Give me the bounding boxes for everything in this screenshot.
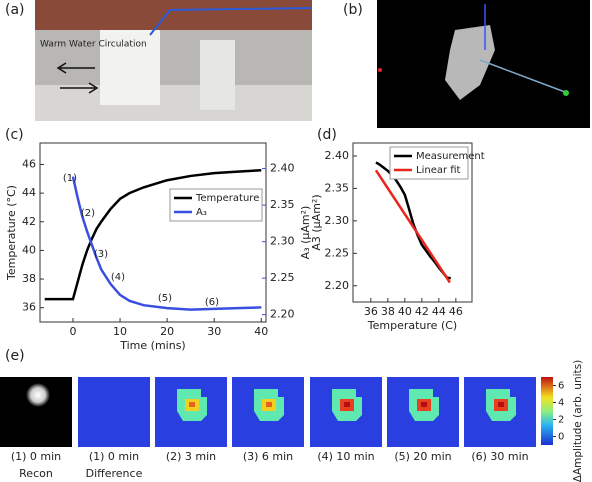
panel-label: (e): [5, 348, 25, 364]
series-line: [374, 169, 451, 284]
colorbar-tick-label: 2: [558, 415, 564, 426]
panel-label: (a): [5, 2, 25, 18]
blob-core: [344, 402, 350, 407]
y-axis-label: Temperature (°C): [5, 185, 18, 281]
y2-tick-label: 2.20: [270, 308, 295, 321]
y2-tick-label: 2.40: [270, 162, 295, 175]
x-axis-label: Time (mins): [119, 339, 185, 352]
x-tick-label: 44: [432, 305, 446, 318]
y2-axis-label: A₃ (μAm²): [299, 206, 312, 260]
x-tick-label: 46: [449, 305, 463, 318]
colorbar-tick-label: 6: [558, 381, 564, 392]
plot-frame: [39, 142, 267, 323]
y-axis-label: A3 (μAm²): [310, 194, 323, 250]
heatmap-caption: (2) 3 min: [166, 450, 216, 463]
legend-label: Measurement: [416, 151, 485, 162]
photo-a: Warm Water Circulation: [35, 0, 313, 121]
x-tick-label: 40: [398, 305, 412, 318]
y-tick-label: 2.25: [325, 246, 350, 259]
annotation: (1): [63, 173, 77, 184]
y-tick-label: 38: [22, 272, 36, 285]
x-tick-label: 36: [364, 305, 378, 318]
legend-label: Temperature: [195, 193, 259, 204]
blob-core: [498, 402, 504, 407]
y-tick-label: 2.40: [325, 149, 350, 162]
y2-tick-label: 2.35: [270, 198, 295, 211]
legend-box: [389, 146, 469, 180]
x-tick-label: 42: [415, 305, 429, 318]
annotation: (6): [205, 297, 219, 308]
legend-label: A₃: [196, 207, 207, 218]
series-line: [375, 161, 451, 280]
heatmap-subcaption: Recon: [19, 467, 53, 480]
recon-blob: [26, 383, 50, 407]
y-tick-label: 36: [22, 301, 36, 314]
y-tick-label: 46: [22, 157, 36, 170]
x-tick-label: 30: [207, 325, 221, 338]
heatmap-caption: (6) 30 min: [471, 450, 528, 463]
x-axis-label: Temperature (C): [367, 319, 457, 332]
blob-core: [189, 402, 195, 407]
annotation: (4): [111, 272, 125, 283]
y-tick-label: 44: [22, 186, 36, 199]
annotation: (5): [158, 293, 172, 304]
heatmap-caption: (4) 10 min: [317, 450, 374, 463]
panel-label: (d): [317, 127, 337, 143]
colorbar-tick-label: 0: [558, 432, 564, 443]
y-tick-label: 42: [22, 215, 36, 228]
y-tick-label: 2.30: [325, 214, 350, 227]
x-tick-label: 38: [381, 305, 395, 318]
y-tick-label: 2.20: [325, 279, 350, 292]
y2-tick-label: 2.30: [270, 235, 295, 248]
blob-core: [421, 402, 427, 407]
y-tick-label: 40: [22, 243, 36, 256]
heatmap-caption: (1) 0 min: [11, 450, 61, 463]
series-line: [44, 168, 262, 301]
series-line: [71, 176, 262, 311]
heatmap: [78, 377, 150, 447]
x-tick-label: 40: [254, 325, 268, 338]
plot-frame: [352, 142, 473, 303]
heatmap-caption: (1) 0 min: [89, 450, 139, 463]
y2-tick-label: 2.25: [270, 271, 295, 284]
colorbar-label: ΔAmplitude (arb. units): [572, 360, 584, 482]
annotation: (3): [94, 249, 108, 260]
photo-b: [377, 0, 590, 128]
photo-annotation: Warm Water Circulation: [40, 40, 147, 50]
x-tick-label: 0: [69, 325, 76, 338]
x-tick-label: 10: [113, 325, 127, 338]
heatmap-subcaption: Difference: [86, 467, 143, 480]
panel-label: (b): [343, 2, 363, 18]
heatmap-caption: (5) 20 min: [394, 450, 451, 463]
heatmap-caption: (3) 6 min: [243, 450, 293, 463]
colorbar: [541, 377, 553, 445]
blob-core: [266, 402, 272, 407]
annotation: (2): [81, 208, 95, 219]
legend-box: [169, 188, 263, 222]
y-tick-label: 2.35: [325, 181, 350, 194]
panel-label: (c): [5, 127, 24, 143]
legend-label: Linear fit: [416, 165, 461, 176]
x-tick-label: 20: [160, 325, 174, 338]
colorbar-tick-label: 4: [558, 398, 564, 409]
